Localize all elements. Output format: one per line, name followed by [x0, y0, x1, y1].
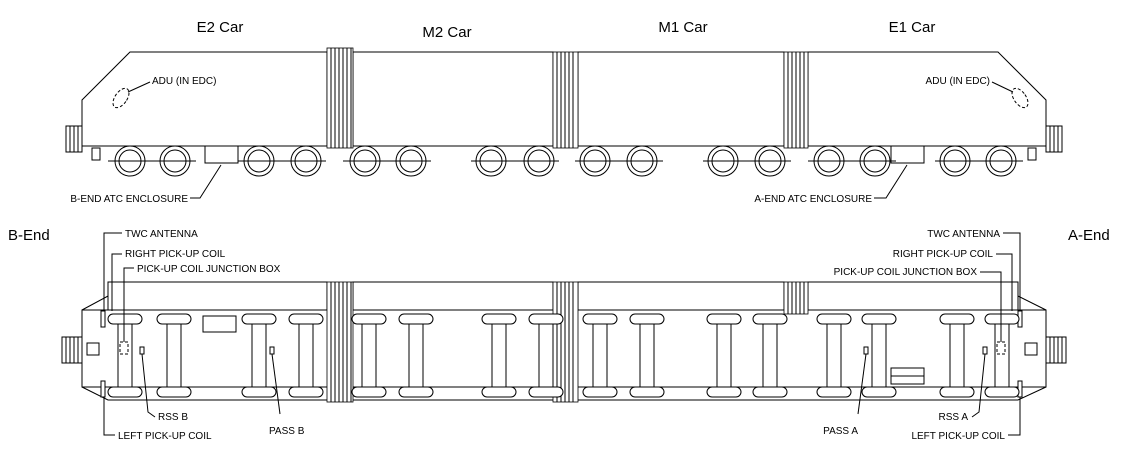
b-end-twc-antenna [86, 342, 100, 356]
plan-bellows-e2-m2 [326, 281, 354, 403]
b-end-atc-callout: B-END ATC ENCLOSURE [70, 164, 222, 205]
a-end-label: A-End [1068, 227, 1110, 244]
e1-roof [807, 281, 1019, 311]
b-end-callouts: TWC ANTENNA RIGHT PICK-UP COIL PICK-UP C… [103, 229, 305, 442]
b-end-coupler [65, 125, 101, 161]
car-label-e2: E2 Car [197, 19, 244, 36]
car-label-m2: M2 Car [422, 24, 471, 41]
plan-wheelsets [107, 313, 1020, 398]
pass-b-label: PASS B [269, 426, 305, 437]
e2-car-body [81, 51, 328, 147]
plan-view: B-End A-End [8, 227, 1110, 442]
a-twc-antenna-label: TWC ANTENNA [927, 229, 1000, 240]
a-left-pickup-coil-label: LEFT PICK-UP COIL [911, 431, 1005, 442]
e1-car-body [807, 51, 1047, 147]
plan-a-end-coupler [1045, 336, 1067, 364]
car-label-e1: E1 Car [889, 19, 936, 36]
a-end-atc-enclosure [890, 145, 925, 164]
car-label-m1: M1 Car [658, 19, 707, 36]
b-left-pickup-coil-label: LEFT PICK-UP COIL [118, 431, 212, 442]
adu-a-end-label: ADU (IN EDC) [926, 76, 990, 87]
m2-roof [352, 281, 554, 311]
b-end-right-pickup-coil [100, 310, 106, 328]
a-end-coupler [1027, 125, 1063, 161]
plan-b-end-atc-enclosure [202, 315, 237, 333]
a-junction-box-label: PICK-UP COIL JUNCTION BOX [834, 267, 978, 278]
b-end-left-pickup-coil [100, 380, 106, 398]
adu-b-end-label: ADU (IN EDC) [152, 76, 216, 87]
gangway-bellows-m1-e1 [783, 51, 809, 149]
m1-car-body [577, 51, 785, 147]
side-view: E2 Car M2 Car M1 Car E1 Car [65, 19, 1063, 205]
adu-b-end: ADU (IN EDC) [112, 76, 216, 109]
gangway-bellows-m2-m1 [552, 51, 579, 149]
e2-roof [107, 281, 328, 311]
a-end-twc-antenna [1024, 342, 1038, 356]
a-end-atc-callout: A-END ATC ENCLOSURE [754, 164, 908, 205]
m1-roof [577, 281, 785, 311]
gangway-bellows-e2-m2 [326, 47, 354, 149]
rss-b-label: RSS B [158, 412, 188, 423]
plan-bellows-m2-m1 [552, 281, 579, 403]
b-end-label: B-End [8, 227, 50, 244]
m2-car-body [352, 51, 554, 147]
plan-b-end-coupler [61, 336, 83, 364]
rss-b-sensor [139, 346, 145, 355]
b-end-atc-label: B-END ATC ENCLOSURE [70, 194, 188, 205]
rss-a-label: RSS A [939, 412, 969, 423]
a-end-atc-label: A-END ATC ENCLOSURE [754, 194, 872, 205]
b-right-pickup-coil-label: RIGHT PICK-UP COIL [125, 249, 226, 260]
b-junction-box-label: PICK-UP COIL JUNCTION BOX [137, 264, 281, 275]
pass-a-label: PASS A [823, 426, 858, 437]
rss-a-sensor [982, 346, 988, 355]
b-end-atc-enclosure [204, 145, 239, 164]
pass-b-sensor [269, 346, 275, 355]
adu-a-end: ADU (IN EDC) [926, 76, 1029, 109]
b-twc-antenna-label: TWC ANTENNA [125, 229, 198, 240]
a-end-callouts: TWC ANTENNA RIGHT PICK-UP COIL PICK-UP C… [823, 229, 1021, 442]
side-wheels [108, 145, 1023, 177]
pass-a-sensor [863, 346, 869, 355]
a-right-pickup-coil-label: RIGHT PICK-UP COIL [893, 249, 994, 260]
plan-bellows-m1-e1 [783, 281, 809, 315]
